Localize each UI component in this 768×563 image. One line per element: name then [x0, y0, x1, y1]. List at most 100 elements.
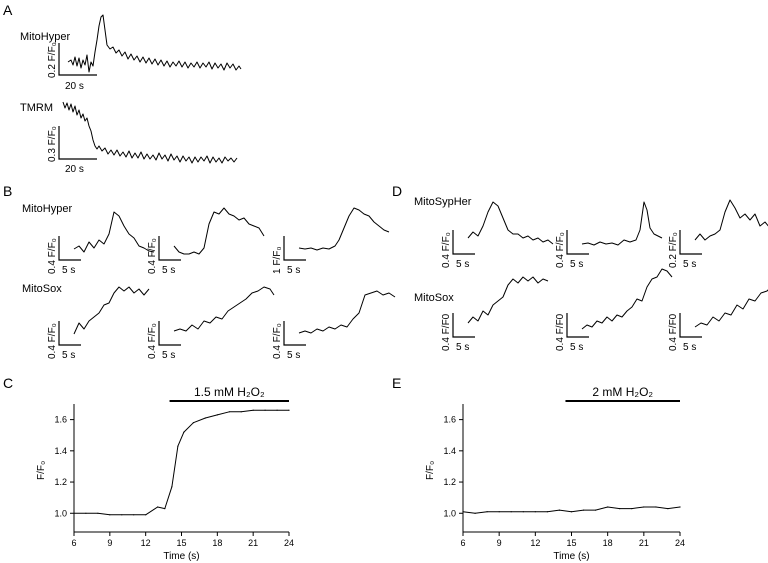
x-tick-label: 6 — [71, 538, 76, 548]
data-point — [85, 512, 87, 514]
trace-d4 — [581, 268, 673, 330]
data-point — [655, 506, 657, 508]
data-point — [157, 506, 159, 508]
trace-d2 — [694, 199, 768, 241]
x-scale-label: 5 s — [62, 350, 75, 361]
scale-bar — [283, 236, 306, 261]
data-point — [171, 486, 173, 488]
data-point — [204, 417, 206, 419]
scale-bar — [283, 321, 306, 346]
data-point — [607, 506, 609, 508]
trace-tmrm — [62, 101, 238, 164]
trace-d0 — [467, 201, 554, 245]
y-tick-label: 1.6 — [54, 415, 67, 425]
x-scale-label: 5 s — [287, 265, 300, 276]
data-point — [252, 409, 254, 411]
trace-d5 — [694, 289, 768, 328]
trace-b2 — [298, 207, 390, 251]
data-point — [486, 511, 488, 513]
x-axis-label: Time (s) — [163, 551, 199, 562]
data-point — [546, 511, 549, 513]
data-point — [133, 514, 135, 516]
y-scale-label: 0.2 F/F₀ — [668, 232, 679, 268]
x-scale-label: 5 s — [570, 342, 583, 353]
x-tick-label: 21 — [639, 538, 649, 548]
row-label-mitosox: MitoSox — [414, 292, 454, 304]
scale-bar — [566, 313, 589, 338]
data-point — [643, 506, 645, 508]
scale-bar — [679, 230, 702, 255]
panel-letter-b: B — [3, 183, 12, 199]
y-scale-label: 0.4 F/F₀ — [441, 232, 452, 268]
trace-b3 — [73, 286, 150, 335]
y-tick-label: 1.0 — [54, 508, 67, 518]
trace-label-mitohyper: MitoHyper — [20, 31, 70, 43]
x-tick-label: 9 — [107, 538, 112, 548]
data-point — [570, 511, 573, 513]
treatment-label: 2 mM H₂O₂ — [592, 385, 653, 399]
x-scale-label: 5 s — [162, 350, 175, 361]
x-tick-label: 12 — [530, 538, 540, 548]
y-tick-label: 1.2 — [54, 477, 67, 487]
y-scale-label: 1 F/F₀ — [272, 247, 283, 275]
scale-bar — [452, 313, 475, 338]
data-point — [679, 506, 681, 508]
data-point — [595, 509, 597, 511]
y-tick-label: 1.4 — [443, 446, 456, 456]
y-scale-label: 0.4 F/F0 — [555, 313, 566, 351]
data-point — [216, 414, 218, 416]
row-label-mitosox: MitoSox — [22, 283, 62, 295]
row-label-mitosypher: MitoSypHer — [414, 196, 472, 208]
y-scale-label: 0.4 F/F₀ — [47, 323, 58, 359]
x-scale-label: 20 s — [65, 164, 84, 175]
data-point — [192, 422, 194, 424]
data-point — [183, 431, 185, 433]
trace-b4 — [173, 286, 275, 332]
scale-bar — [566, 230, 589, 255]
data-point — [276, 409, 278, 411]
y-scale-label: 0.4 F/F₀ — [272, 323, 283, 359]
scale-bar — [58, 236, 81, 261]
x-scale-label: 5 s — [683, 342, 696, 353]
y-axis-label: F/F₀ — [425, 461, 436, 480]
axes — [73, 404, 289, 533]
x-tick-label: 12 — [141, 538, 151, 548]
x-tick-label: 18 — [603, 538, 613, 548]
x-scale-label: 5 s — [570, 259, 583, 270]
trace-b5 — [298, 290, 396, 334]
data-point — [164, 508, 166, 510]
trace-mitohyper — [67, 14, 242, 73]
panel-letter-a: A — [3, 2, 13, 18]
y-scale-label: 0.4 F/F₀ — [147, 323, 158, 359]
y-scale-label: 0.3 F/F₀ — [47, 126, 58, 162]
data-point — [228, 411, 230, 413]
axes — [462, 404, 680, 533]
panel-a: MitoHyper 0.2 F/F₀ 20 s TMRM 0.3 F/F₀ 20… — [20, 14, 242, 175]
data-point — [631, 508, 633, 510]
data-point — [667, 508, 669, 510]
data-point — [558, 509, 561, 511]
trace-d3 — [467, 276, 549, 324]
data-point — [534, 511, 536, 513]
x-scale-label: 5 s — [683, 259, 696, 270]
x-tick-label: 24 — [675, 538, 685, 548]
series-line — [74, 409, 289, 516]
panel-letter-d: D — [392, 183, 402, 199]
data-point — [462, 511, 464, 513]
chart-e: 6 9 12 15 18 21 24 1.0 1.2 1.4 1.6 Time (s) F/F₀ 2 mM… — [425, 385, 685, 562]
x-tick-label: 15 — [566, 538, 576, 548]
data-point — [240, 411, 242, 413]
x-scale-label: 5 s — [162, 265, 175, 276]
trace-b0 — [73, 211, 155, 253]
y-scale-label: 0.2 F/F₀ — [47, 42, 58, 78]
y-scale-label: 0.4 F/F₀ — [555, 232, 566, 268]
x-tick-label: 18 — [212, 538, 222, 548]
scale-bar — [679, 313, 702, 338]
x-scale-label: 5 s — [456, 342, 469, 353]
panel-d: MitoSypHer MitoSox 0.4 F/F₀ 5 s 0.4 F/F₀ 5 … — [414, 196, 768, 353]
x-scale-label: 5 s — [287, 350, 300, 361]
panel-letter-e: E — [392, 375, 401, 391]
panel-b: MitoHyper MitoSox 0.4 F/F₀ 5 s 0.4 F/F₀ 5 s… — [22, 203, 396, 361]
x-tick-label: 21 — [248, 538, 258, 548]
